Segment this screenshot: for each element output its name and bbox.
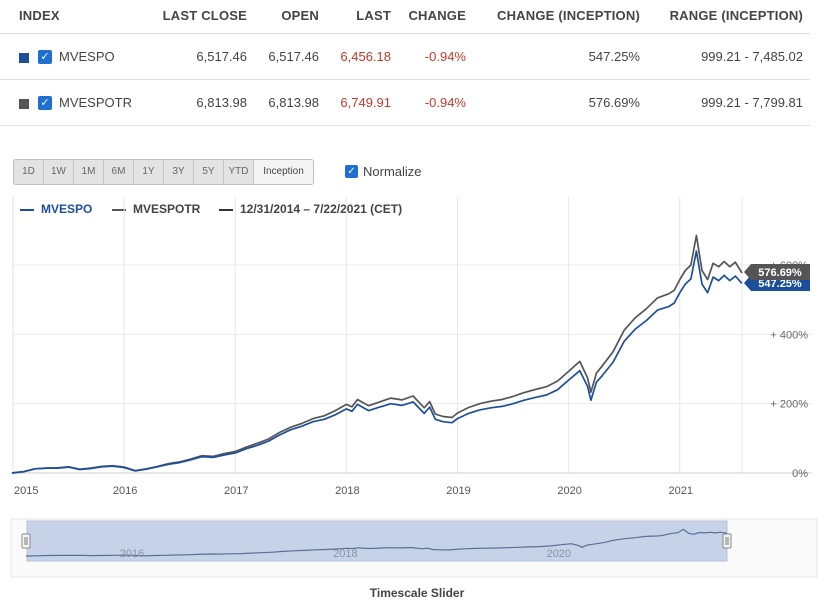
row-change-inception: 547.25% bbox=[588, 49, 640, 64]
chart-series bbox=[11, 234, 743, 474]
legend-mvespo[interactable]: MVESPO bbox=[41, 202, 93, 216]
end-label-text: 576.69% bbox=[758, 267, 802, 279]
row-change-inception: 576.69% bbox=[588, 95, 640, 110]
end-label-mvespotr: 576.69% bbox=[744, 264, 810, 280]
table-row: ✓ MVESPO 6,517.46 6,517.46 6,456.18 -0.9… bbox=[0, 34, 810, 80]
range-button-inception[interactable]: Inception bbox=[254, 160, 313, 184]
legend-line-mvespotr bbox=[112, 209, 126, 211]
end-label-box bbox=[744, 275, 810, 291]
row-range-inception: 999.21 - 7,799.81 bbox=[701, 95, 803, 110]
slider-left-handle[interactable] bbox=[21, 533, 31, 549]
navigator-year-label: 2018 bbox=[333, 548, 357, 560]
range-button-1w[interactable]: 1W bbox=[44, 160, 74, 184]
range-button-3y[interactable]: 3Y bbox=[164, 160, 194, 184]
header-change-inception: CHANGE (INCEPTION) bbox=[497, 8, 640, 23]
normalize-label: Normalize bbox=[363, 164, 422, 179]
row-last-close: 6,813.98 bbox=[196, 95, 247, 110]
slider-right-handle[interactable] bbox=[722, 533, 732, 549]
y-tick-label: + 200% bbox=[770, 399, 808, 411]
row-checkbox[interactable]: ✓ bbox=[38, 96, 52, 110]
header-range-inception: RANGE (INCEPTION) bbox=[669, 8, 803, 23]
row-last: 6,749.91 bbox=[340, 95, 391, 110]
header-last-close: LAST CLOSE bbox=[162, 8, 247, 23]
x-tick-label: 2020 bbox=[557, 485, 581, 497]
table-header: INDEX LAST CLOSE OPEN LAST CHANGE CHANGE… bbox=[0, 0, 810, 34]
legend-period: 12/31/2014 – 7/22/2021 (CET) bbox=[240, 202, 403, 216]
row-change: -0.94% bbox=[424, 49, 466, 64]
chart-end-labels: 547.25%576.69% bbox=[744, 264, 810, 291]
row-index-name: MVESPOTR bbox=[59, 95, 132, 110]
series-line-mvespotr bbox=[11, 234, 743, 474]
range-button-1y[interactable]: 1Y bbox=[134, 160, 164, 184]
slider-year-labels: 2016 2018 2020 bbox=[120, 548, 571, 560]
legend-line-mvespo bbox=[20, 209, 34, 211]
row-range-inception: 999.21 - 7,485.02 bbox=[701, 49, 803, 64]
series-color-swatch bbox=[19, 53, 29, 63]
slider-navigator-line bbox=[25, 528, 728, 557]
end-label-mvespo: 547.25% bbox=[744, 275, 810, 291]
range-button-ytd[interactable]: YTD bbox=[224, 160, 254, 184]
range-button-5y[interactable]: 5Y bbox=[194, 160, 224, 184]
header-last: LAST bbox=[356, 8, 391, 23]
normalize-checkbox[interactable]: ✓ bbox=[345, 165, 358, 178]
x-tick-label: 2019 bbox=[446, 485, 470, 497]
navigator-year-label: 2020 bbox=[547, 548, 571, 560]
row-checkbox[interactable]: ✓ bbox=[38, 50, 52, 64]
range-button-6m[interactable]: 6M bbox=[104, 160, 134, 184]
x-tick-label: 2018 bbox=[335, 485, 359, 497]
y-tick-label: + 600% bbox=[770, 260, 808, 272]
series-line-mvespo bbox=[11, 250, 743, 474]
row-open: 6,813.98 bbox=[268, 95, 319, 110]
header-change: CHANGE bbox=[408, 8, 466, 23]
navigator-year-label: 2016 bbox=[120, 548, 144, 560]
x-tick-label: 2017 bbox=[224, 485, 248, 497]
row-index-name: MVESPO bbox=[59, 49, 115, 64]
row-open: 6,517.46 bbox=[268, 49, 319, 64]
y-tick-label: + 400% bbox=[770, 329, 808, 341]
navigator-series-line bbox=[25, 528, 728, 557]
row-last-close: 6,517.46 bbox=[196, 49, 247, 64]
row-last: 6,456.18 bbox=[340, 49, 391, 64]
end-label-box bbox=[744, 264, 810, 280]
header-index: INDEX bbox=[19, 8, 60, 23]
timescale-slider[interactable]: 2016 2018 2020 bbox=[0, 515, 828, 585]
x-tick-label: 2021 bbox=[669, 485, 693, 497]
table-row: ✓ MVESPOTR 6,813.98 6,813.98 6,749.91 -0… bbox=[0, 80, 810, 126]
row-change: -0.94% bbox=[424, 95, 466, 110]
y-tick-label: 0% bbox=[792, 468, 808, 480]
range-button-1m[interactable]: 1M bbox=[74, 160, 104, 184]
header-open: OPEN bbox=[281, 8, 319, 23]
index-table: INDEX LAST CLOSE OPEN LAST CHANGE CHANGE… bbox=[0, 0, 810, 126]
series-color-swatch bbox=[19, 99, 29, 109]
end-label-text: 547.25% bbox=[758, 278, 802, 290]
timescale-slider-label: Timescale Slider bbox=[369, 586, 465, 600]
legend-mvespotr[interactable]: MVESPOTR bbox=[133, 202, 201, 216]
legend-line-period bbox=[219, 209, 233, 211]
range-button-1d[interactable]: 1D bbox=[14, 160, 44, 184]
x-tick-label: 2015 bbox=[14, 485, 38, 497]
chart-gridlines bbox=[12, 197, 812, 474]
x-tick-label: 2016 bbox=[113, 485, 137, 497]
range-selector: 1D 1W 1M 6M 1Y 3Y 5Y YTD Inception bbox=[13, 159, 314, 185]
chart-axis-labels: 2015 2016 2017 2018 2019 2020 2021 0% + 200% + 40… bbox=[14, 260, 808, 497]
